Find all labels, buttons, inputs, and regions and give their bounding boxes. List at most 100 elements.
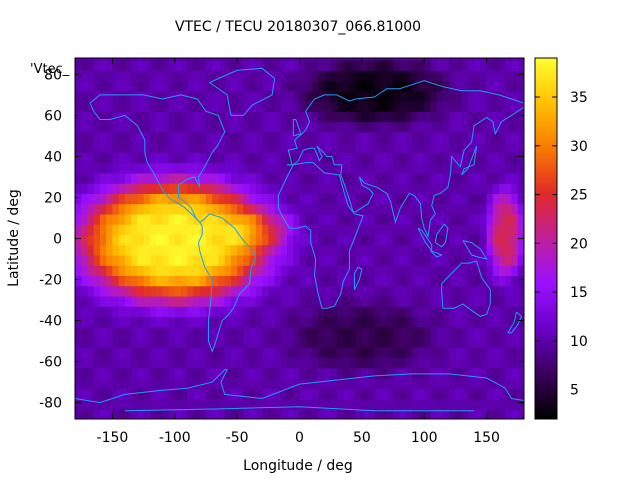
heatmap-cell (224, 90, 232, 102)
heatmap-cell (199, 162, 207, 174)
heatmap-cell (486, 203, 494, 215)
heatmap-cell (324, 254, 332, 266)
heatmap-cell (505, 306, 513, 318)
heatmap-cell (461, 152, 469, 164)
heatmap-cell (299, 152, 307, 164)
heatmap-cell (393, 131, 400, 143)
heatmap-cell (393, 336, 400, 348)
heatmap-cell (511, 254, 519, 266)
heatmap-cell (405, 172, 413, 184)
heatmap-cell (336, 121, 344, 133)
heatmap-cell (131, 131, 138, 143)
heatmap-cell (311, 142, 319, 153)
heatmap-cell (474, 111, 481, 123)
heatmap-cell (449, 111, 457, 123)
coastline (441, 260, 491, 317)
heatmap-cell (106, 326, 114, 338)
heatmap-cell (87, 408, 95, 419)
heatmap-cell (106, 183, 114, 194)
heatmap-cell (124, 121, 132, 133)
heatmap-cell (380, 142, 388, 153)
heatmap-cell (243, 121, 251, 133)
heatmap-cell (287, 377, 294, 389)
heatmap-cell (499, 70, 506, 82)
heatmap-cell (324, 234, 332, 246)
heatmap-cell (162, 213, 170, 225)
heatmap-cell (318, 244, 326, 256)
heatmap-cell (99, 131, 107, 143)
heatmap-cell (280, 111, 288, 123)
heatmap-cell (280, 377, 288, 389)
heatmap-cell (243, 193, 251, 205)
heatmap-cell (237, 162, 244, 174)
heatmap-cell (330, 275, 338, 287)
heatmap-cell (474, 60, 481, 71)
heatmap-cell (187, 101, 195, 112)
heatmap-cell (268, 172, 276, 184)
heatmap-cell (499, 131, 506, 143)
heatmap-cell (293, 101, 301, 112)
heatmap-cell (393, 162, 400, 174)
heatmap-cell (442, 357, 450, 369)
heatmap-cell (436, 70, 444, 82)
heatmap-cell (449, 316, 457, 328)
heatmap-cell (486, 398, 494, 410)
heatmap-cell (505, 203, 513, 215)
heatmap-cell (492, 203, 500, 215)
heatmap-cell (299, 142, 307, 153)
heatmap-cell (255, 172, 263, 184)
heatmap-cell (187, 367, 195, 379)
heatmap-cell (374, 213, 382, 225)
heatmap-cell (205, 90, 213, 102)
heatmap-cell (274, 357, 282, 369)
heatmap-cell (287, 316, 294, 328)
heatmap-cell (237, 357, 244, 369)
heatmap-cell (193, 295, 201, 307)
heatmap-cell (124, 142, 132, 153)
heatmap-cell (311, 90, 319, 102)
heatmap-cell (230, 367, 238, 379)
heatmap-cell (218, 254, 226, 266)
heatmap-cell (106, 58, 114, 61)
heatmap-cell (461, 244, 469, 256)
heatmap-cell (118, 58, 126, 61)
heatmap-cell (262, 224, 269, 235)
coastline-overlay (75, 67, 524, 412)
heatmap-cell (343, 336, 350, 348)
heatmap-cell (237, 316, 244, 328)
heatmap-cell (293, 326, 301, 338)
heatmap-cell (449, 408, 457, 419)
heatmap-cell (274, 172, 282, 184)
heatmap-cell (131, 58, 138, 61)
heatmap-cell (293, 203, 301, 215)
heatmap-cell (318, 60, 326, 71)
heatmap-cell (330, 183, 338, 194)
heatmap-cell (87, 377, 95, 389)
heatmap-cell (81, 131, 89, 143)
heatmap-cell (156, 244, 163, 256)
heatmap-cell (405, 336, 413, 348)
heatmap-cell (324, 58, 332, 61)
heatmap-cell (324, 101, 332, 112)
heatmap-cell (449, 90, 457, 102)
heatmap-cell (461, 326, 469, 338)
heatmap-cell (112, 183, 120, 194)
heatmap-cell (75, 265, 82, 277)
heatmap-cell (380, 224, 388, 235)
heatmap-cell (87, 172, 95, 184)
heatmap-cell (386, 367, 394, 379)
heatmap-cell (393, 80, 400, 92)
heatmap-cell (486, 111, 494, 123)
heatmap-cell (299, 408, 307, 419)
heatmap-cell (243, 285, 251, 297)
heatmap-cell (243, 254, 251, 266)
heatmap-cell (255, 193, 263, 205)
heatmap-cell (199, 357, 207, 369)
heatmap-cell (268, 367, 276, 379)
heatmap-cell (174, 172, 182, 184)
heatmap-cell (237, 408, 244, 419)
heatmap-cell (424, 316, 432, 328)
heatmap-cell (162, 244, 170, 256)
heatmap-cell (355, 142, 363, 153)
heatmap-cell (424, 275, 432, 287)
